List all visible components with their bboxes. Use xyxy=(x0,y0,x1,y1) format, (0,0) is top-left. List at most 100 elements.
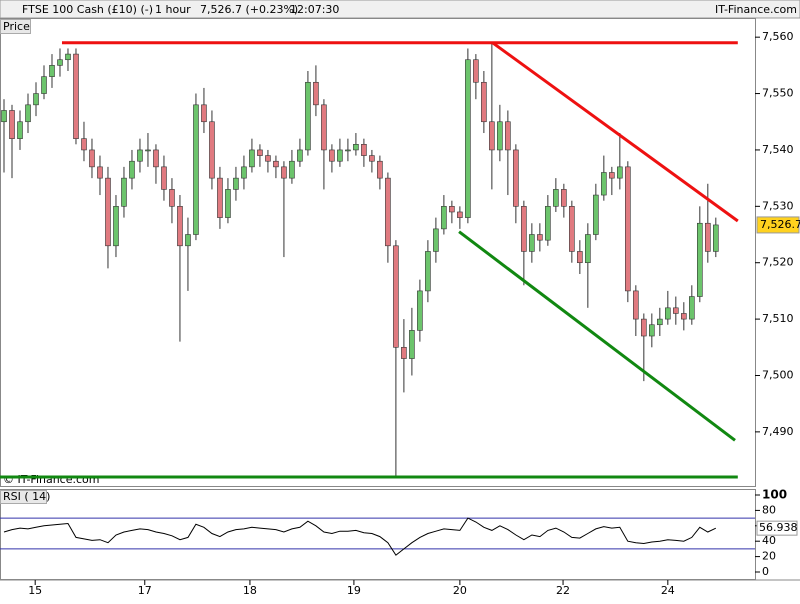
candle-body xyxy=(385,177,391,247)
rsi-panel xyxy=(0,489,756,580)
x-tick-label: 22 xyxy=(556,584,570,597)
candle-body xyxy=(537,234,543,241)
rsi-value-box xyxy=(756,520,798,536)
candle-body xyxy=(409,330,415,359)
candle-body xyxy=(65,53,71,61)
interval: 1 hour xyxy=(155,3,191,16)
candle-body xyxy=(609,172,615,179)
candle-body xyxy=(113,206,119,247)
candle-body xyxy=(73,53,79,139)
candle-body xyxy=(201,104,207,123)
x-tick-label: 20 xyxy=(453,584,467,597)
candle-body xyxy=(81,138,87,151)
candle-body xyxy=(145,149,151,152)
candle-body xyxy=(337,149,343,162)
y-tick-label: 80 xyxy=(762,503,776,516)
candle-body xyxy=(705,222,711,252)
y-tick-label: 7,540 xyxy=(762,143,794,156)
candle-body xyxy=(561,189,567,207)
candle-body xyxy=(433,228,439,252)
rsi-label-box xyxy=(0,490,47,504)
candle-body xyxy=(49,65,55,77)
rsi-title: RSI ( 14) xyxy=(3,490,50,503)
candle-body xyxy=(297,149,303,162)
y-tick-label: 7,560 xyxy=(762,30,794,43)
candle-body xyxy=(169,189,175,207)
candle-body xyxy=(577,251,583,264)
candle-body xyxy=(521,206,527,252)
y-tick-label: 40 xyxy=(762,534,776,547)
candle-body xyxy=(137,149,143,162)
x-tick-label: 15 xyxy=(28,584,42,597)
candle-body xyxy=(265,155,271,162)
candle-body xyxy=(553,189,559,207)
candle-body xyxy=(249,149,255,168)
candle-body xyxy=(1,110,7,123)
candle-body xyxy=(689,296,695,320)
y-tick-label: 20 xyxy=(762,550,776,563)
panel-label: Price xyxy=(3,20,30,33)
candle-body xyxy=(25,104,31,123)
candle-body xyxy=(289,160,295,179)
time: 12:07:30 xyxy=(290,3,339,16)
candle-body xyxy=(513,149,519,207)
trend-line xyxy=(491,41,739,223)
candle-body xyxy=(657,318,663,326)
y-tick-label: 7,520 xyxy=(762,256,794,269)
candle-body xyxy=(665,307,671,320)
y-tick-label: 7,490 xyxy=(762,425,794,438)
candle-body xyxy=(217,177,223,218)
rsi-line xyxy=(3,517,717,556)
candle-body xyxy=(161,166,167,190)
candle-body xyxy=(617,166,623,179)
candle-body xyxy=(105,177,111,247)
x-tick-label: 19 xyxy=(347,584,361,597)
candle-body xyxy=(281,166,287,179)
candle-body xyxy=(129,160,135,179)
candle-body xyxy=(97,166,103,179)
candle-body xyxy=(361,144,367,156)
candle-body xyxy=(321,104,327,151)
candle-body xyxy=(497,121,503,151)
candle-body xyxy=(185,234,191,247)
candle-body xyxy=(273,160,279,168)
candle-body xyxy=(529,234,535,252)
candle-body xyxy=(545,206,551,241)
candle-body xyxy=(673,307,679,314)
candle-body xyxy=(257,149,263,156)
candle-body xyxy=(401,346,407,359)
panel-label-box xyxy=(0,19,31,34)
y-tick-label: 100 xyxy=(762,488,787,502)
price-panel xyxy=(0,18,756,487)
brand: IT-Finance.com xyxy=(715,3,797,16)
x-tick-label: 17 xyxy=(138,584,152,597)
candle-body xyxy=(313,81,319,106)
candle-body xyxy=(209,121,215,179)
candle-body xyxy=(569,206,575,252)
candle-body xyxy=(465,59,471,218)
candle-body xyxy=(425,251,431,292)
candle-body xyxy=(625,166,631,292)
y-tick-label: 7,510 xyxy=(762,312,794,325)
candle-body xyxy=(89,149,95,168)
x-tick-label: 24 xyxy=(661,584,675,597)
candle-body xyxy=(681,313,687,320)
candle-body xyxy=(177,206,183,247)
last-price-box xyxy=(756,216,800,234)
candle-body xyxy=(417,290,423,331)
candle-body xyxy=(33,93,39,106)
candle-body xyxy=(377,160,383,179)
candle-body xyxy=(369,155,375,162)
candle-body xyxy=(393,245,399,348)
candle-body xyxy=(481,81,487,123)
candle-body xyxy=(153,149,159,168)
candle-body xyxy=(241,166,247,179)
candle-body xyxy=(353,144,359,151)
candle-body xyxy=(225,189,231,218)
candle-body xyxy=(305,81,311,151)
candle-body xyxy=(345,149,351,152)
candle-body xyxy=(329,149,335,162)
candle-body xyxy=(473,59,479,83)
x-tick-label: 18 xyxy=(243,584,257,597)
